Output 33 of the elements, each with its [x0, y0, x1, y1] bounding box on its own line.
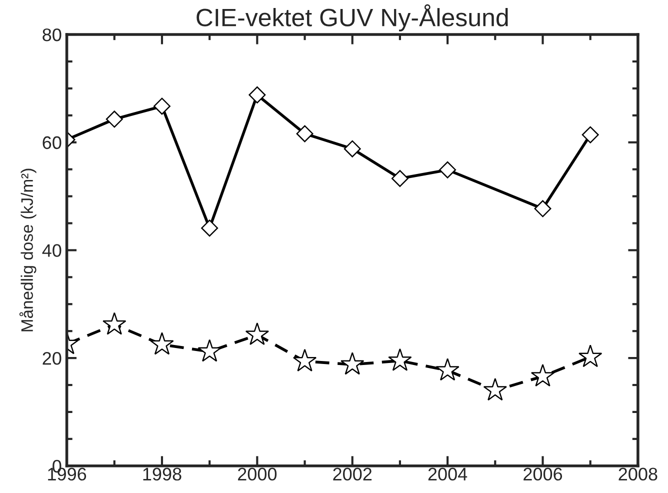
point — [106, 110, 123, 128]
point — [530, 364, 555, 387]
point — [102, 312, 126, 335]
point — [198, 339, 222, 362]
point — [534, 200, 552, 218]
chart-title: CIE-vektet GUV Ny-Ålesund — [196, 4, 508, 32]
y-tick-label: 20 — [42, 352, 62, 365]
point — [391, 170, 408, 187]
point — [578, 344, 602, 368]
x-tick-label: 1998 — [143, 468, 182, 481]
point — [150, 332, 174, 355]
x-tick-label: 2002 — [333, 468, 372, 481]
point — [436, 358, 460, 381]
point — [340, 352, 364, 375]
point — [296, 125, 314, 142]
point — [248, 86, 266, 104]
point — [292, 348, 317, 372]
point — [201, 220, 218, 237]
x-tick-label: 2004 — [428, 468, 468, 481]
x-tick-label: 2006 — [524, 468, 562, 481]
point — [439, 161, 456, 178]
y-axis-title: Månedlig dose (kJ/m²) — [19, 168, 36, 332]
point — [582, 126, 599, 144]
point — [344, 140, 361, 158]
y-tick-label: 60 — [42, 136, 62, 150]
point — [154, 98, 170, 115]
point — [388, 348, 412, 371]
y-tick-label: 80 — [42, 28, 62, 42]
point — [245, 322, 270, 346]
point — [483, 378, 508, 401]
x-tick-label: 2008 — [618, 468, 658, 481]
x-tick-label: 2000 — [238, 468, 277, 481]
y-tick-label: 40 — [42, 244, 62, 257]
